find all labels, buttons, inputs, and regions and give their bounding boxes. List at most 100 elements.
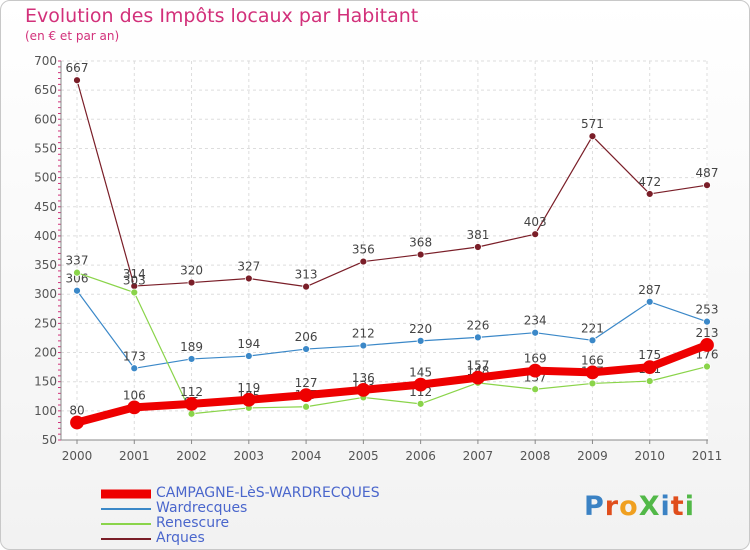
data-point-wardrecques [416, 336, 425, 345]
y-tick-label: 650 [34, 83, 57, 97]
logo-letter: t [670, 491, 685, 522]
data-point-renescure [416, 399, 425, 408]
data-point-campagne-l-s-wardrecques [700, 338, 714, 352]
data-point-campagne-l-s-wardrecques [356, 382, 371, 397]
y-tick-label: 500 [34, 171, 57, 185]
data-point-wardrecques [645, 297, 654, 306]
y-tick-label: 300 [34, 287, 57, 301]
data-point-wardrecques [359, 341, 368, 350]
logo-letter: i [684, 491, 695, 522]
y-tick-label: 350 [34, 258, 57, 272]
x-tick-label: 2000 [62, 449, 93, 463]
data-label-campagne-l-s-wardrecques: 136 [352, 371, 375, 385]
data-point-wardrecques [302, 345, 310, 353]
data-label-arques: 356 [352, 243, 375, 257]
data-point-renescure [302, 402, 310, 411]
data-label-arques: 313 [295, 268, 318, 282]
data-label-arques: 487 [696, 166, 719, 180]
data-point-arques [302, 282, 310, 291]
data-point-arques [645, 190, 654, 198]
data-label-wardrecques: 226 [466, 318, 489, 332]
x-tick-label: 2007 [463, 449, 494, 463]
logo-letter: o [619, 491, 639, 522]
x-tick-label: 2002 [176, 449, 207, 463]
data-label-wardrecques: 253 [696, 303, 719, 317]
data-point-arques [416, 250, 425, 259]
y-tick-label: 200 [34, 346, 57, 360]
y-tick-label: 100 [34, 404, 57, 418]
y-tick-label: 450 [34, 200, 57, 214]
data-label-renescure: 337 [66, 254, 89, 268]
data-point-renescure [73, 268, 81, 277]
data-label-wardrecques: 221 [581, 321, 604, 335]
data-point-campagne-l-s-wardrecques [70, 415, 84, 430]
data-point-renescure [531, 385, 540, 394]
y-tick-label: 550 [34, 141, 57, 155]
y-tick-label: 700 [34, 54, 57, 68]
data-label-renescure: 303 [123, 273, 146, 287]
data-label-arques: 403 [524, 215, 547, 229]
data-label-campagne-l-s-wardrecques: 145 [409, 366, 432, 380]
data-label-wardrecques: 287 [638, 283, 661, 297]
data-label-wardrecques: 212 [352, 327, 375, 341]
data-point-campagne-l-s-wardrecques [127, 400, 142, 415]
data-label-arques: 368 [409, 236, 432, 250]
data-point-renescure [703, 362, 711, 371]
logo-letter: i [660, 491, 671, 522]
data-label-campagne-l-s-wardrecques: 169 [524, 352, 547, 366]
legend-label: CAMPAGNE-LèS-WARDRECQUES [156, 485, 380, 501]
data-label-wardrecques: 189 [180, 340, 203, 354]
x-tick-label: 2011 [692, 449, 723, 463]
data-label-campagne-l-s-wardrecques: 119 [237, 381, 260, 395]
data-label-campagne-l-s-wardrecques: 175 [638, 348, 661, 362]
series-line-wardrecques [76, 290, 708, 369]
data-label-arques: 327 [237, 259, 260, 273]
data-label-campagne-l-s-wardrecques: 157 [466, 359, 489, 373]
y-tick-label: 250 [34, 316, 57, 330]
y-tick-label: 600 [34, 112, 57, 126]
series-line-renescure [76, 272, 708, 415]
data-point-arques [531, 230, 540, 239]
data-label-campagne-l-s-wardrecques: 80 [69, 404, 84, 418]
data-label-arques: 381 [466, 228, 489, 242]
data-point-wardrecques [130, 364, 139, 373]
x-tick-label: 2008 [520, 449, 551, 463]
data-point-arques [703, 181, 711, 190]
data-label-arques: 667 [66, 61, 89, 75]
data-label-wardrecques: 220 [409, 322, 432, 336]
y-tick-label: 150 [34, 375, 57, 389]
data-point-renescure [187, 409, 196, 418]
data-point-arques [244, 274, 253, 283]
x-tick-label: 2004 [291, 449, 322, 463]
y-tick-label: 50 [42, 433, 57, 447]
data-label-campagne-l-s-wardrecques: 166 [581, 353, 604, 367]
data-point-arques [73, 76, 81, 85]
legend-label: Arques [156, 530, 205, 546]
data-label-arques: 320 [180, 264, 203, 278]
legend-label: Renescure [156, 515, 230, 531]
data-point-campagne-l-s-wardrecques [241, 392, 256, 407]
plot-area [61, 61, 708, 440]
data-label-arques: 472 [638, 175, 661, 189]
x-tick-label: 2006 [405, 449, 436, 463]
x-tick-label: 2005 [348, 449, 379, 463]
x-tick-label: 2010 [634, 449, 665, 463]
legend-label: Wardrecques [156, 500, 248, 516]
x-tick-label: 2003 [234, 449, 265, 463]
series-line-campagne-l-s-wardrecques [73, 340, 711, 427]
data-point-arques [588, 132, 597, 141]
data-label-wardrecques: 206 [295, 330, 318, 344]
data-point-renescure [130, 288, 139, 297]
data-point-campagne-l-s-wardrecques [585, 365, 600, 380]
x-tick-label: 2001 [119, 449, 150, 463]
data-point-campagne-l-s-wardrecques [184, 396, 199, 411]
data-point-wardrecques [703, 317, 711, 326]
data-point-arques [187, 278, 196, 287]
data-label-wardrecques: 173 [123, 349, 146, 363]
logo-letter: r [604, 491, 620, 522]
y-tick-label: 400 [34, 229, 57, 243]
data-label-campagne-l-s-wardrecques: 106 [123, 388, 146, 402]
data-point-wardrecques [474, 333, 482, 342]
